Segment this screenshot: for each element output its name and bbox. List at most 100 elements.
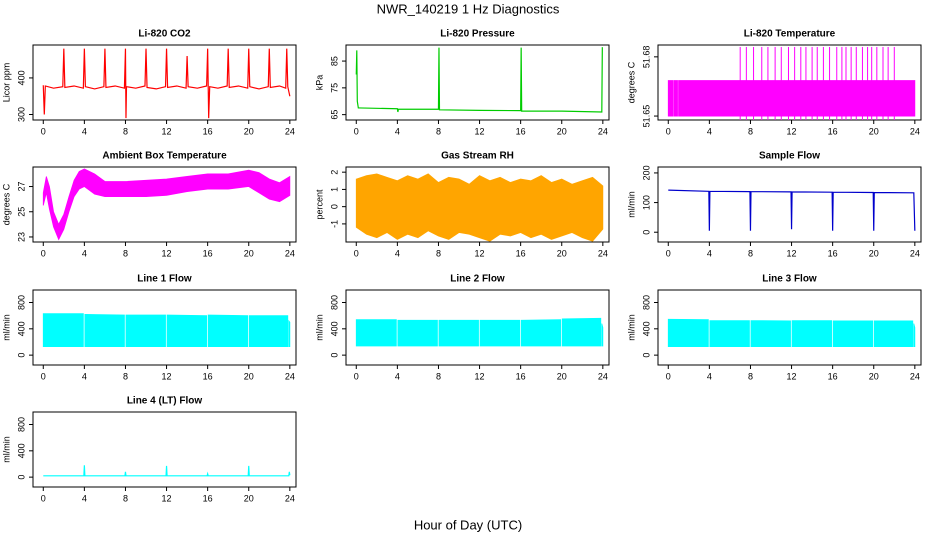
x-axis-label: Hour of Day (UTC)	[414, 517, 522, 532]
x-tick-label: 4	[395, 126, 400, 136]
panel-title: Line 2 Flow	[450, 274, 505, 285]
x-tick-label: 24	[285, 126, 295, 136]
y-tick-label: 25	[16, 207, 26, 217]
plot-frame	[32, 44, 297, 121]
panel-title: Sample Flow	[759, 151, 820, 162]
signal-band	[84, 313, 125, 347]
signal-band	[791, 320, 833, 347]
x-tick-label: 24	[910, 248, 920, 258]
y-tick-label: 2	[329, 170, 339, 175]
y-tick-label: 0	[329, 204, 339, 209]
signal-band	[42, 313, 84, 347]
x-tick-label: 8	[748, 248, 753, 258]
x-tick-label: 4	[82, 493, 87, 503]
signal-band	[355, 319, 397, 347]
y-tick-label: 800	[641, 295, 651, 310]
x-tick-label: 8	[436, 371, 441, 381]
y-tick-label: 0	[641, 230, 651, 235]
signal-band	[125, 314, 166, 347]
panel-title: Line 3 Flow	[762, 274, 817, 285]
x-tick-label: 0	[666, 248, 671, 258]
y-tick-label: 0	[16, 353, 26, 358]
y-tick-label: 100	[641, 195, 651, 210]
y-axis-label: ml/min	[1, 436, 11, 463]
x-tick-label: 20	[869, 371, 879, 381]
y-tick-label: 0	[16, 475, 26, 480]
y-axis-label: percent	[314, 189, 324, 220]
signal-band	[750, 320, 791, 347]
signal-band	[438, 319, 479, 347]
y-tick-label: 400	[16, 443, 26, 458]
x-tick-label: 20	[244, 371, 254, 381]
x-tick-label: 20	[244, 493, 254, 503]
y-axis-label: ml/min	[314, 314, 324, 341]
x-tick-label: 20	[557, 248, 567, 258]
y-tick-label: 800	[329, 295, 339, 310]
x-tick-label: 12	[787, 248, 797, 258]
x-tick-label: 0	[41, 126, 46, 136]
signal-band	[288, 319, 291, 347]
signal-band	[709, 320, 750, 347]
signal-line	[355, 47, 603, 113]
plot-frame	[345, 44, 610, 121]
x-tick-label: 0	[666, 126, 671, 136]
x-tick-label: 16	[828, 248, 838, 258]
x-tick-label: 16	[516, 248, 526, 258]
x-tick-label: 12	[162, 493, 172, 503]
x-tick-label: 16	[828, 126, 838, 136]
signal-band	[673, 80, 678, 117]
y-axis-label: Licor ppm	[1, 63, 11, 103]
y-tick-label: 800	[16, 417, 26, 432]
y-tick-label: 51.65	[641, 105, 651, 128]
signal-band	[873, 320, 914, 347]
x-tick-label: 20	[557, 371, 567, 381]
x-tick-label: 4	[707, 371, 712, 381]
x-tick-label: 4	[82, 371, 87, 381]
y-axis-label: ml/min	[626, 314, 636, 341]
signal-band	[42, 168, 291, 241]
y-tick-label: 0	[641, 353, 651, 358]
y-tick-label: 51.68	[641, 46, 651, 69]
y-tick-label: 400	[16, 321, 26, 336]
x-tick-label: 8	[123, 248, 128, 258]
plot-frame	[32, 166, 297, 243]
signal-band	[913, 323, 916, 347]
plot-frame	[657, 44, 922, 121]
y-tick-label: 400	[16, 70, 26, 85]
x-tick-label: 16	[516, 126, 526, 136]
x-tick-label: 4	[707, 126, 712, 136]
x-tick-label: 12	[475, 126, 485, 136]
y-tick-label: 0	[329, 353, 339, 358]
x-tick-label: 16	[203, 248, 213, 258]
x-tick-label: 0	[41, 248, 46, 258]
x-tick-label: 12	[475, 248, 485, 258]
y-tick-label: -1	[329, 220, 339, 228]
x-tick-label: 24	[598, 126, 608, 136]
x-tick-label: 8	[123, 493, 128, 503]
x-tick-label: 0	[666, 371, 671, 381]
signal-band	[678, 80, 916, 117]
signal-band	[601, 323, 604, 347]
signal-band	[479, 319, 521, 347]
signal-band	[667, 318, 709, 347]
x-tick-label: 4	[82, 248, 87, 258]
x-tick-label: 0	[354, 248, 359, 258]
y-axis-label: degrees C	[626, 61, 636, 103]
x-tick-label: 12	[787, 126, 797, 136]
panel-title: Li-820 Temperature	[744, 29, 836, 40]
y-tick-label: 27	[16, 182, 26, 192]
signal-band	[667, 80, 674, 117]
plot-frame	[32, 411, 297, 488]
x-tick-label: 24	[285, 493, 295, 503]
signal-band	[520, 319, 562, 347]
signal-band	[355, 173, 604, 242]
y-tick-label: 200	[641, 165, 651, 180]
x-tick-label: 8	[123, 371, 128, 381]
x-tick-label: 16	[203, 126, 213, 136]
y-tick-label: 85	[329, 56, 339, 66]
x-tick-label: 0	[41, 371, 46, 381]
signal-band	[166, 314, 208, 347]
x-tick-label: 20	[244, 126, 254, 136]
x-tick-label: 16	[828, 371, 838, 381]
x-tick-label: 12	[787, 371, 797, 381]
